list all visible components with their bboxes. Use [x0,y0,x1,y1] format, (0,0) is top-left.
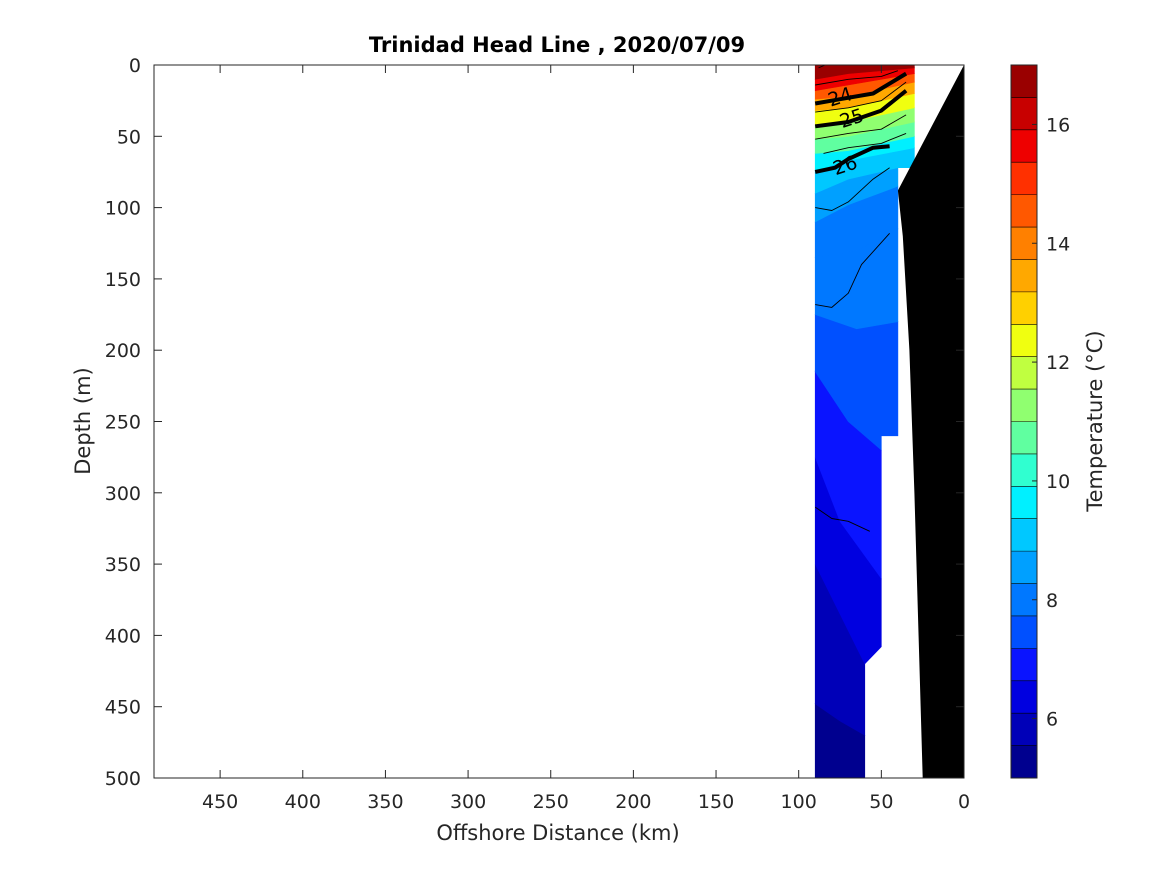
colorbar-swatch-19 [1011,129,1037,163]
colorbar-tick-label: 14 [1046,233,1070,255]
y-tick-label: 250 [105,412,141,434]
y-tick-label: 200 [105,340,141,362]
density-contour-8 [815,232,890,308]
colorbar-swatch-10 [1011,421,1037,455]
colorbar-swatch-6 [1011,551,1037,584]
x-tick-label: 350 [367,791,403,813]
chart-title: Trinidad Head Line , 2020/07/09 [369,33,745,57]
density-contour-9 [814,506,870,532]
colorbar-swatch-20 [1011,97,1037,131]
density-contour-2 [814,144,890,174]
x-tick-labels: 450 400 350 300 250 200 150 100 50 0 [202,791,970,813]
x-tick-label: 450 [202,791,238,813]
density-contour-3 [815,70,899,86]
density-contour-7 [815,167,890,211]
density-contour-6 [823,132,907,154]
colorbar-swatch-8 [1011,486,1037,520]
x-tick-label: 250 [533,791,569,813]
colorbar-label: Temperature (°C) [1083,330,1107,512]
colorbar-swatch-9 [1011,453,1037,487]
y-tick-label: 400 [105,625,141,647]
colorbar-tick-label: 6 [1046,709,1058,731]
density-contour-0 [814,71,908,106]
seafloor-bathymetry [897,65,964,778]
density-contour-1 [814,89,908,129]
y-tick-label: 500 [105,768,141,790]
seafloor [897,65,964,778]
colorbar-swatch-21 [1011,65,1037,98]
colorbar-swatch-17 [1011,194,1037,228]
plot-ticks [154,64,965,779]
density-contour-4 [815,81,907,113]
colorbar-tick-label: 12 [1046,352,1070,374]
x-tick-label: 100 [781,791,817,813]
y-axis-label: Depth (m) [71,367,95,474]
x-tick-label: 200 [615,791,651,813]
temperature-band-16 [814,64,915,80]
y-tick-labels: 0 50 100 150 200 250 300 350 400 450 500 [105,55,141,790]
colorbar-swatch-7 [1011,518,1037,552]
x-tick-label: 0 [958,791,970,813]
colorbar-swatch-15 [1011,259,1037,293]
colorbar: 6 8 10 12 14 16 [1010,64,1070,779]
density-contour-5 [815,114,907,140]
colorbar-swatch-3 [1011,648,1037,682]
y-tick-label: 300 [105,483,141,505]
x-tick-label: 50 [869,791,893,813]
y-tick-label: 0 [129,55,141,77]
colorbar-swatch-11 [1011,389,1037,422]
y-tick-label: 450 [105,697,141,719]
colorbar-tick-label: 16 [1046,114,1070,136]
colorbar-swatch-14 [1011,291,1037,325]
colorbar-swatch-18 [1011,162,1037,196]
x-tick-label: 400 [285,791,321,813]
colorbar-tick-label: 8 [1046,590,1058,612]
y-tick-label: 350 [105,554,141,576]
colorbar-swatch-13 [1011,324,1037,358]
y-tick-label: 150 [105,269,141,291]
temperature-bands [814,64,915,779]
colorbar-swatch-0 [1011,745,1037,779]
x-tick-label: 300 [450,791,486,813]
y-tick-label: 50 [117,126,141,148]
colorbar-frame [1010,64,1038,779]
colorbar-swatch-2 [1011,680,1037,714]
y-tick-label: 100 [105,198,141,220]
colorbar-tick-label: 10 [1046,471,1070,493]
x-tick-label: 150 [698,791,734,813]
colorbar-swatch-4 [1011,615,1037,649]
x-axis-label: Offshore Distance (km) [436,821,679,845]
plot-frame [153,64,965,779]
